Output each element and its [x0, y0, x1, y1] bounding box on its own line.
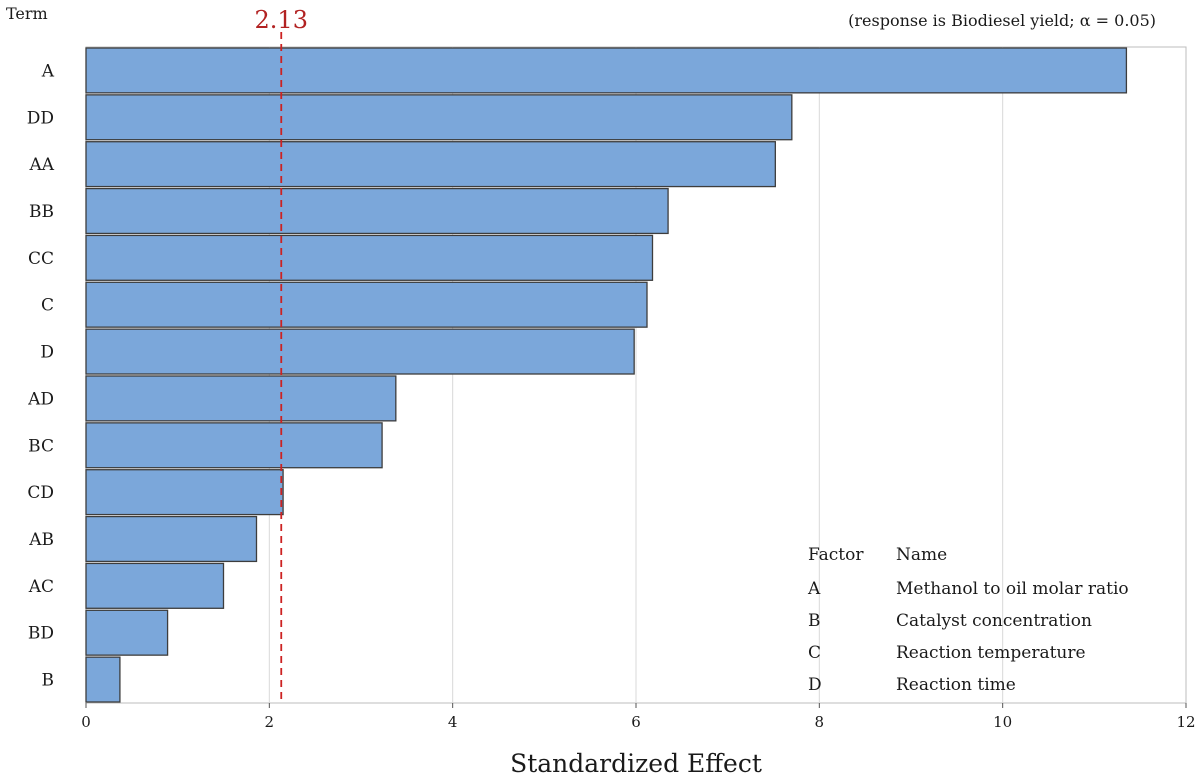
x-tick-label: 8 — [815, 713, 825, 731]
x-axis-title: Standardized Effect — [510, 749, 762, 778]
bar-ad — [85, 375, 397, 422]
bar-cc — [85, 234, 654, 281]
x-tick-label: 4 — [448, 713, 458, 731]
factor-legend: Factor Name A Methanol to oil molar ratio… — [807, 545, 1129, 695]
bar-c — [85, 281, 648, 328]
category-label-a: A — [41, 61, 55, 81]
legend-name-c: Reaction temperature — [896, 643, 1086, 663]
bars — [85, 47, 1128, 703]
category-label-bc: BC — [28, 436, 54, 456]
bar-b — [85, 656, 121, 703]
bar-ac — [85, 562, 225, 609]
x-tick-label: 2 — [265, 713, 275, 731]
reference-line-label: 2.13 — [255, 6, 308, 34]
category-label-ac: AC — [28, 577, 54, 597]
term-axis-label: Term — [6, 4, 48, 23]
category-label-bd: BD — [28, 624, 54, 644]
bar-bc — [85, 422, 383, 469]
category-label-aa: AA — [28, 155, 54, 175]
x-tick-label: 10 — [993, 713, 1012, 731]
category-label-bb: BB — [29, 202, 54, 222]
category-label-ab: AB — [28, 530, 54, 550]
bar-ab — [85, 515, 258, 563]
bar-cd — [85, 469, 284, 516]
legend-factor-c: C — [808, 643, 821, 663]
bar-d — [85, 328, 635, 375]
chart-subtitle: (response is Biodiesel yield; α = 0.05) — [848, 11, 1156, 30]
legend-name-b: Catalyst concentration — [896, 611, 1092, 631]
category-label-c: C — [41, 296, 54, 316]
legend-factor-b: B — [808, 611, 821, 631]
legend-factor-a: A — [807, 579, 821, 599]
category-label-d: D — [40, 343, 54, 363]
bar-aa — [85, 141, 776, 188]
x-tick-label: 12 — [1176, 713, 1195, 731]
x-tick-label: 6 — [631, 713, 641, 731]
legend-name-d: Reaction time — [896, 675, 1016, 695]
bar-dd — [85, 94, 793, 141]
category-label-ad: AD — [27, 389, 54, 409]
legend-header-name: Name — [896, 545, 947, 565]
x-tick-label: 0 — [81, 713, 91, 731]
category-label-b: B — [42, 671, 55, 691]
bar-bd — [85, 609, 169, 656]
legend-factor-d: D — [808, 675, 822, 695]
category-label-dd: DD — [27, 108, 54, 128]
category-label-cd: CD — [27, 483, 54, 503]
bar-a — [85, 47, 1128, 94]
bar-bb — [85, 187, 669, 235]
legend-name-a: Methanol to oil molar ratio — [896, 579, 1129, 599]
category-label-cc: CC — [28, 249, 54, 269]
legend-header-factor: Factor — [808, 545, 864, 565]
